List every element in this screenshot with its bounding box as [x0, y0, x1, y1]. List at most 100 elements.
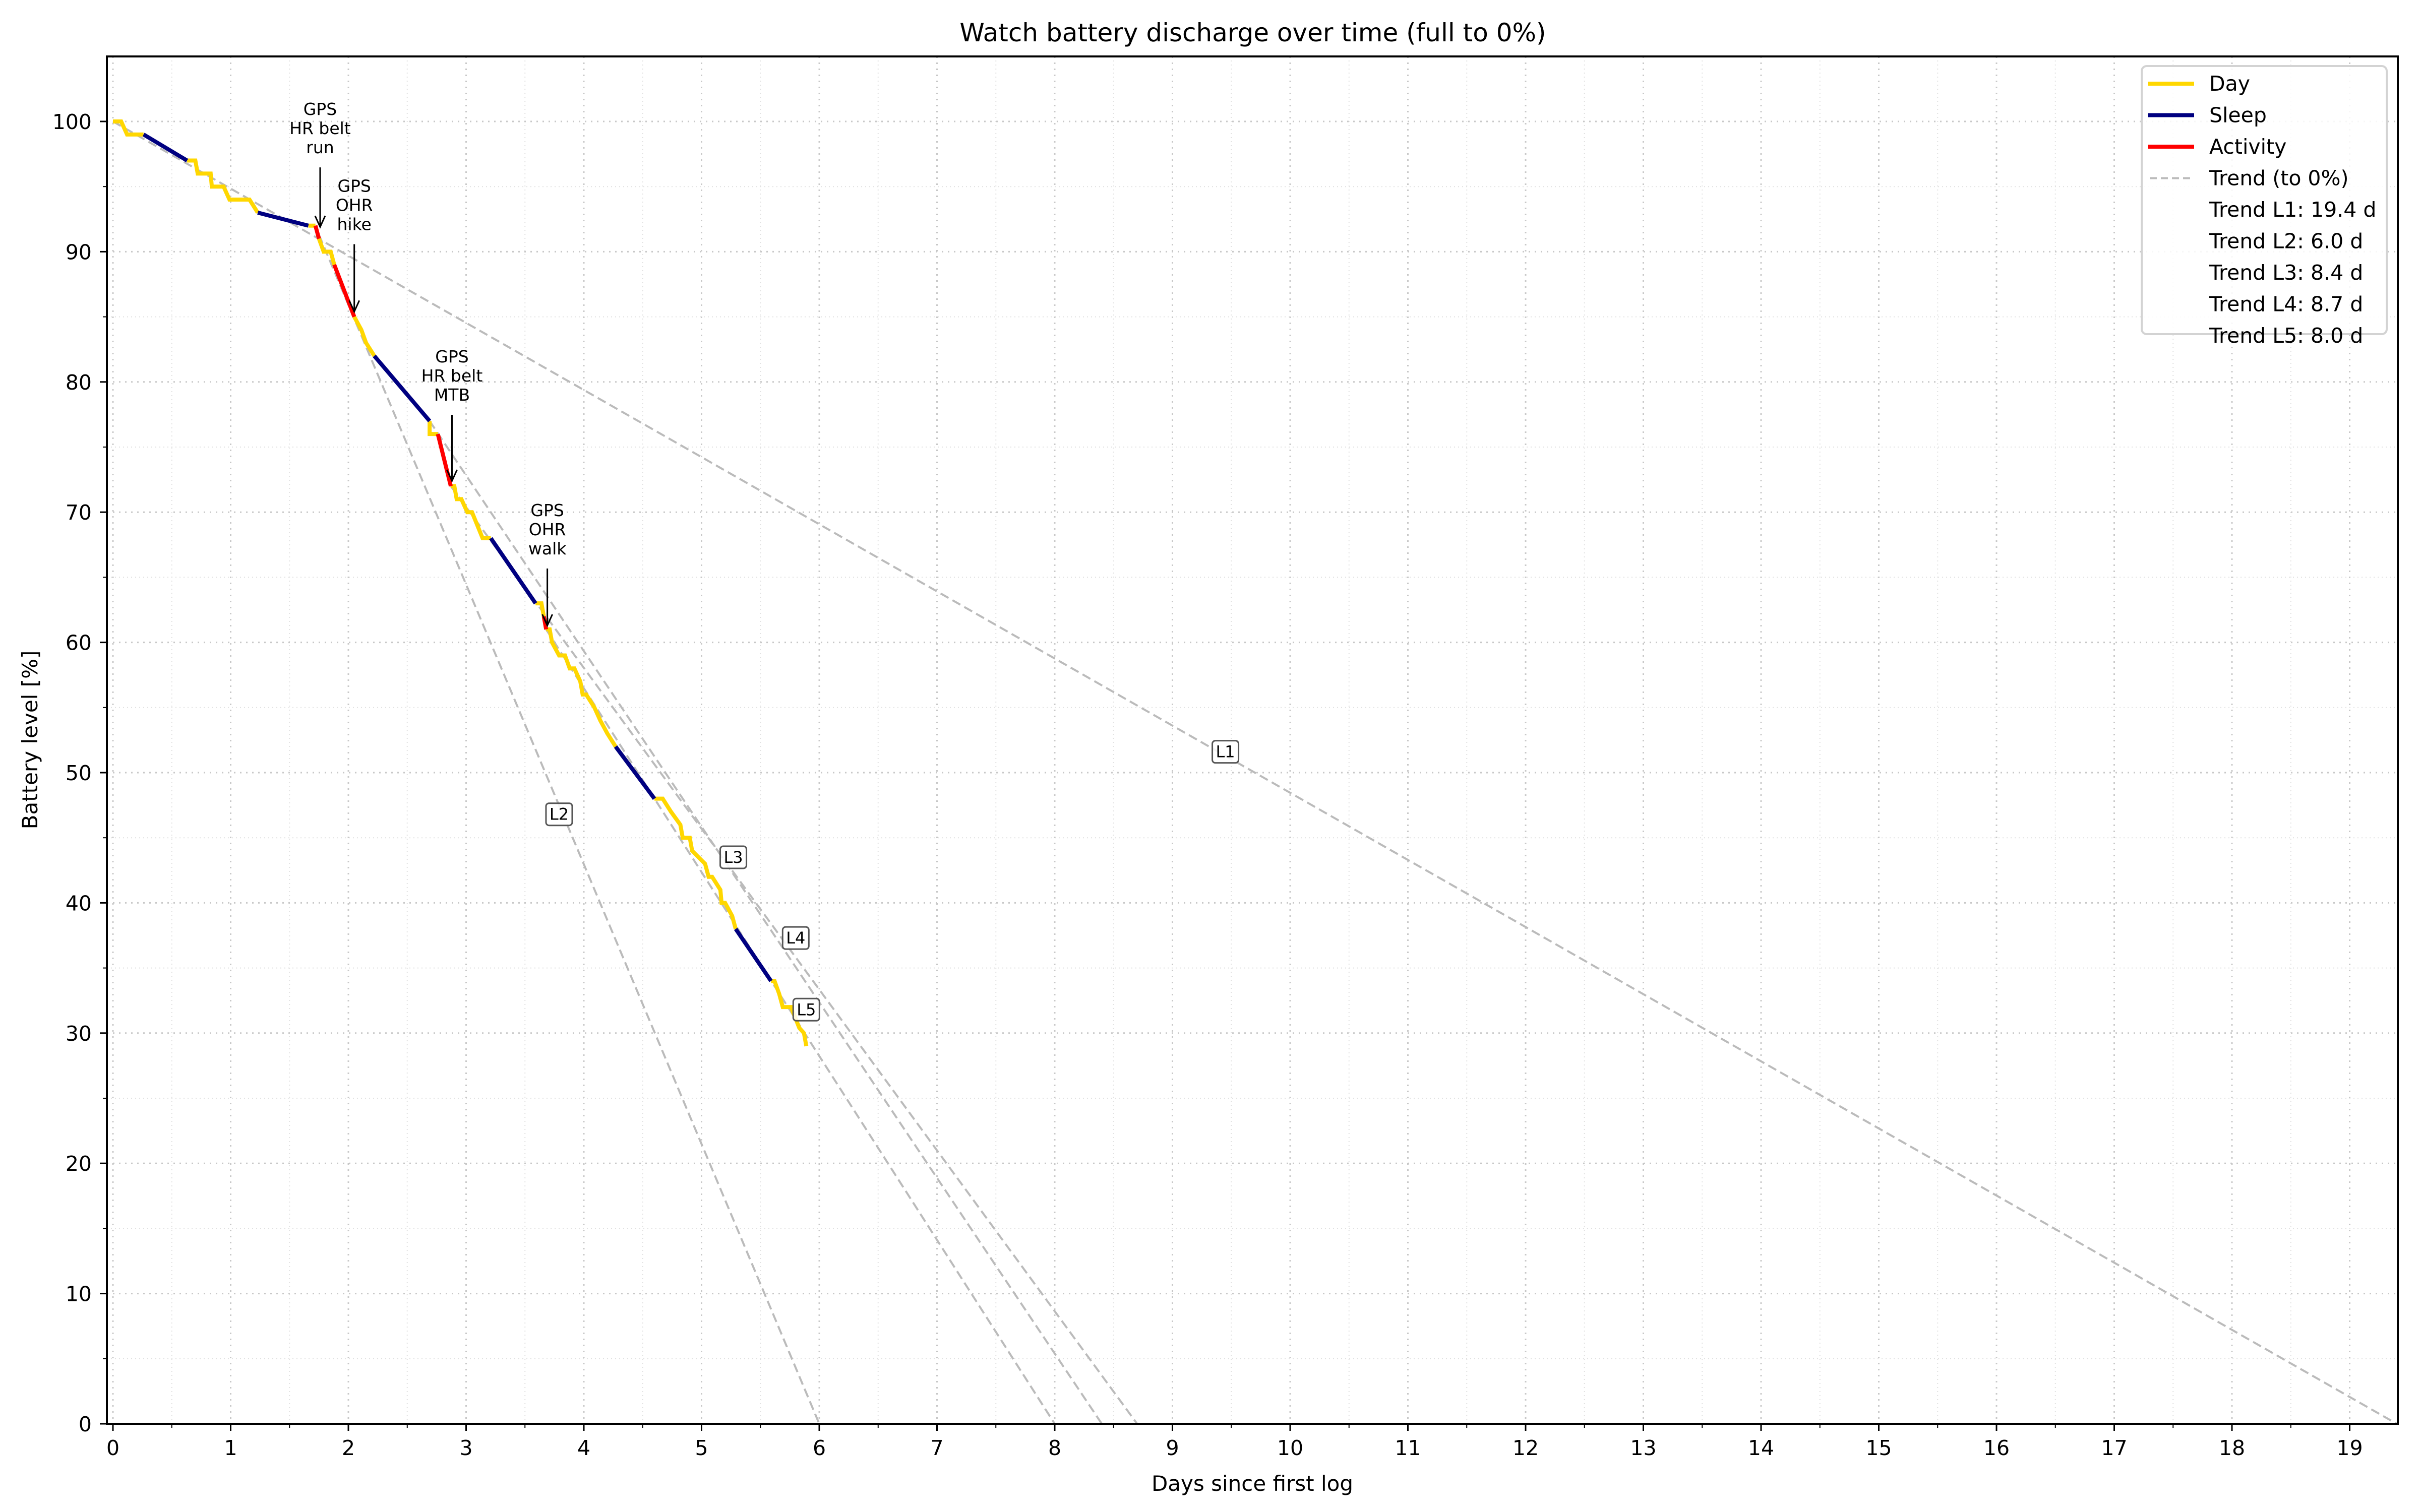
svg-text:L3: L3	[723, 848, 743, 867]
svg-text:GPS: GPS	[435, 347, 468, 366]
svg-text:GPS: GPS	[530, 500, 564, 520]
svg-text:GPS: GPS	[337, 176, 371, 196]
day-segment	[546, 627, 618, 748]
x-tick-label: 3	[459, 1436, 472, 1460]
trend-label-l3: L3	[719, 845, 748, 869]
svg-text:L1: L1	[1216, 742, 1235, 762]
x-tick-label: 10	[1277, 1436, 1303, 1460]
sleep-segment	[257, 211, 309, 228]
x-tick-label: 7	[930, 1436, 943, 1460]
sleep-segment	[373, 354, 432, 422]
x-tick-label: 1	[224, 1436, 237, 1460]
svg-text:MTB: MTB	[434, 385, 470, 405]
sleep-segment	[489, 537, 537, 605]
y-tick-label: 50	[66, 761, 92, 785]
arrow-icon	[541, 614, 553, 627]
day-segment	[187, 158, 260, 214]
legend-item-day: Day	[2148, 72, 2250, 96]
arrow-icon	[446, 469, 458, 483]
legend-item-activity: Activity	[2148, 135, 2286, 159]
day-segment	[317, 238, 336, 266]
y-tick-label: 10	[66, 1282, 92, 1306]
legend-item-trend-l5-8-0-d: Trend L5: 8.0 d	[2209, 324, 2363, 348]
svg-text:Sleep: Sleep	[2209, 103, 2267, 128]
svg-text:OHR: OHR	[336, 196, 373, 215]
x-tick-label: 9	[1166, 1436, 1179, 1460]
legend-item-sleep: Sleep	[2148, 103, 2267, 128]
day-segment	[654, 796, 738, 930]
y-tick-label: 30	[66, 1022, 92, 1046]
x-tick-label: 4	[577, 1436, 590, 1460]
x-tick-label: 12	[1512, 1436, 1539, 1460]
day-segment	[535, 601, 546, 617]
svg-text:Trend L1: 19.4 d: Trend L1: 19.4 d	[2209, 198, 2376, 222]
trend-label-l2: L2	[545, 802, 573, 827]
x-tick-label: 2	[342, 1436, 355, 1460]
legend-item-trend-l3-8-4-d: Trend L3: 8.4 d	[2209, 261, 2363, 285]
svg-text:hike: hike	[337, 215, 372, 234]
trend-label-l4: L4	[781, 926, 810, 950]
x-tick-label: 16	[1983, 1436, 2010, 1460]
x-tick-label: 11	[1395, 1436, 1421, 1460]
arrow-icon	[314, 215, 326, 229]
legend: Day Sleep Activity Trend (to 0%) Trend L1: 1…	[2141, 65, 2388, 348]
x-tick-label: 17	[2101, 1436, 2127, 1460]
legend-item-trend-l2-6-0-d: Trend L2: 6.0 d	[2209, 229, 2363, 254]
day-segment	[428, 421, 438, 436]
plot-frame	[106, 55, 2399, 1425]
svg-text:Trend L5: 8.0 d: Trend L5: 8.0 d	[2209, 324, 2363, 348]
data-series	[113, 119, 809, 1047]
arrow-icon	[348, 300, 360, 313]
trend-line-l2	[318, 234, 820, 1424]
day-segment	[113, 119, 144, 137]
day-segment	[771, 979, 809, 1047]
y-tick-label: 20	[66, 1152, 92, 1176]
trend-label-boxes: L1 L2 L3 L4 L5	[545, 740, 1240, 1022]
trend-label-l5: L5	[792, 997, 820, 1022]
y-tick-label: 0	[79, 1412, 92, 1436]
legend-item-trend-l4-8-7-d: Trend L4: 8.7 d	[2209, 292, 2363, 317]
sleep-segment	[734, 927, 773, 982]
y-tick-label: 40	[66, 891, 92, 915]
x-tick-label: 0	[106, 1436, 119, 1460]
trend-label-l1: L1	[1212, 740, 1240, 764]
svg-text:walk: walk	[528, 539, 567, 558]
x-tick-label: 13	[1630, 1436, 1656, 1460]
sleep-segment	[614, 745, 656, 800]
svg-text:Trend (to 0%): Trend (to 0%)	[2209, 166, 2348, 191]
svg-text:Activity: Activity	[2209, 135, 2286, 159]
svg-text:L2: L2	[550, 805, 569, 824]
day-segment	[451, 484, 491, 540]
svg-text:L5: L5	[797, 1000, 816, 1019]
activity-segment	[313, 225, 321, 239]
legend-box	[2141, 65, 2388, 335]
svg-text:Trend L2: 6.0 d: Trend L2: 6.0 d	[2209, 229, 2363, 254]
sleep-segment	[142, 133, 189, 162]
activity-segment	[436, 433, 453, 487]
x-axis-ticks: 0 1 2 3 4 5 6 7 8 9 10 11 12 13 14 15 16 17 18 19	[106, 1424, 2363, 1460]
minor-grid	[107, 56, 2398, 1424]
svg-text:Trend L4: 8.7 d: Trend L4: 8.7 d	[2209, 292, 2363, 317]
svg-text:HR belt: HR belt	[289, 118, 351, 138]
y-axis-label: Battery level [%]	[18, 651, 42, 830]
svg-text:GPS: GPS	[304, 99, 337, 119]
svg-text:Trend L3: 8.4 d: Trend L3: 8.4 d	[2209, 261, 2363, 285]
svg-text:L4: L4	[786, 928, 805, 948]
trend-line-l4	[450, 485, 1138, 1425]
svg-text:Day: Day	[2209, 72, 2250, 96]
legend-item-trend-to-0: Trend (to 0%)	[2150, 166, 2348, 191]
y-tick-label: 90	[66, 240, 92, 264]
trend-line-l1	[112, 120, 2397, 1425]
x-tick-label: 8	[1048, 1436, 1061, 1460]
x-tick-label: 6	[813, 1436, 826, 1460]
y-tick-label: 80	[66, 370, 92, 395]
x-axis-label: Days since first log	[1152, 1471, 1353, 1496]
legend-item-trend-l1-19-4-d: Trend L1: 19.4 d	[2209, 198, 2376, 222]
x-tick-label: 19	[2336, 1436, 2363, 1460]
x-tick-label: 15	[1865, 1436, 1892, 1460]
chart-title: Watch battery discharge over time (full …	[959, 18, 1546, 47]
y-axis-ticks: 0 10 20 30 40 50 60 70 80 90 100	[52, 110, 107, 1436]
